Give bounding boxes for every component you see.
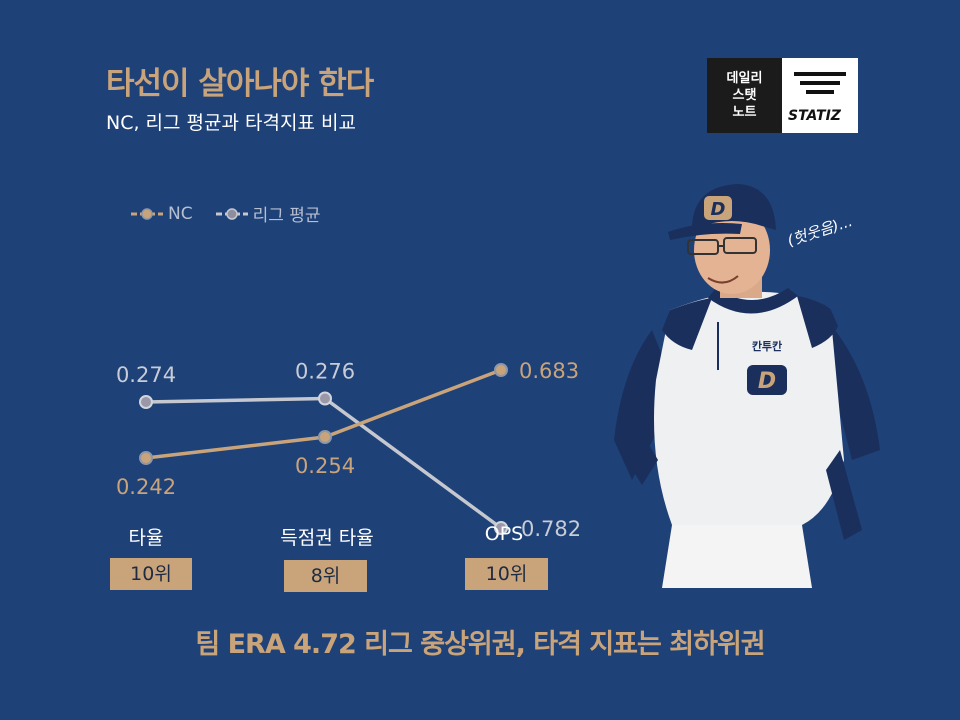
badge-line-2: 스탯 — [732, 88, 757, 103]
data-point-league-1 — [318, 391, 332, 406]
data-point-nc-0 — [139, 451, 153, 465]
data-label-nc-1: 0.254 — [295, 454, 355, 478]
data-point-league-2 — [494, 521, 508, 535]
statiz-badge: 데일리 스탯 노트 STATIZ — [707, 58, 858, 133]
statiz-brand-text: STATIZ — [788, 108, 841, 124]
footer-summary: 팀 ERA 4.72 리그 중상위권, 타격 지표는 최하위권 — [195, 629, 765, 660]
rank-badge-batting-avg: 10위 — [110, 558, 192, 590]
data-point-league-0 — [139, 395, 153, 409]
infographic-title: 타선이 살아나야 한다 — [106, 66, 374, 102]
statiz-logo-icon — [794, 72, 846, 99]
data-point-nc-1 — [318, 430, 332, 444]
badge-line-3: 노트 — [732, 105, 757, 120]
data-label-nc-0: 0.242 — [116, 475, 176, 499]
svg-text:D: D — [711, 199, 726, 220]
legend-label-league: 리그 평균 — [252, 206, 321, 226]
legend-label-nc: NC — [168, 203, 193, 224]
data-label-league-0: 0.274 — [116, 363, 176, 387]
rank-badge-risp-avg: 8위 — [284, 560, 367, 592]
legend-item-nc: NC — [130, 204, 193, 224]
data-label-league-2: 0.782 — [521, 517, 581, 541]
category-label-risp-avg: 득점권 타율 — [280, 527, 374, 549]
legend-league-marker-icon — [215, 207, 248, 220]
svg-text:D: D — [758, 369, 776, 394]
svg-text:칸투칸: 칸투칸 — [752, 339, 782, 353]
category-label-ops: OPS — [484, 523, 524, 545]
manager-photo: D 칸투칸 D — [614, 184, 880, 588]
chart-legend: NC 리그 평균 — [130, 201, 321, 226]
rank-badge-ops: 10위 — [465, 558, 548, 590]
category-label-batting-avg: 타율 — [128, 527, 164, 549]
data-label-nc-2: 0.683 — [519, 359, 579, 383]
data-label-league-1: 0.276 — [295, 360, 355, 384]
data-point-nc-2 — [494, 363, 508, 377]
legend-nc-marker-icon — [131, 207, 163, 220]
badge-line-1: 데일리 — [726, 71, 763, 86]
daily-stat-note-label: 데일리 스탯 노트 — [707, 58, 782, 133]
infographic-subtitle: NC, 리그 평균과 타격지표 비교 — [106, 112, 356, 134]
legend-item-league: 리그 평균 — [215, 201, 321, 226]
statiz-logo: STATIZ — [782, 58, 858, 133]
